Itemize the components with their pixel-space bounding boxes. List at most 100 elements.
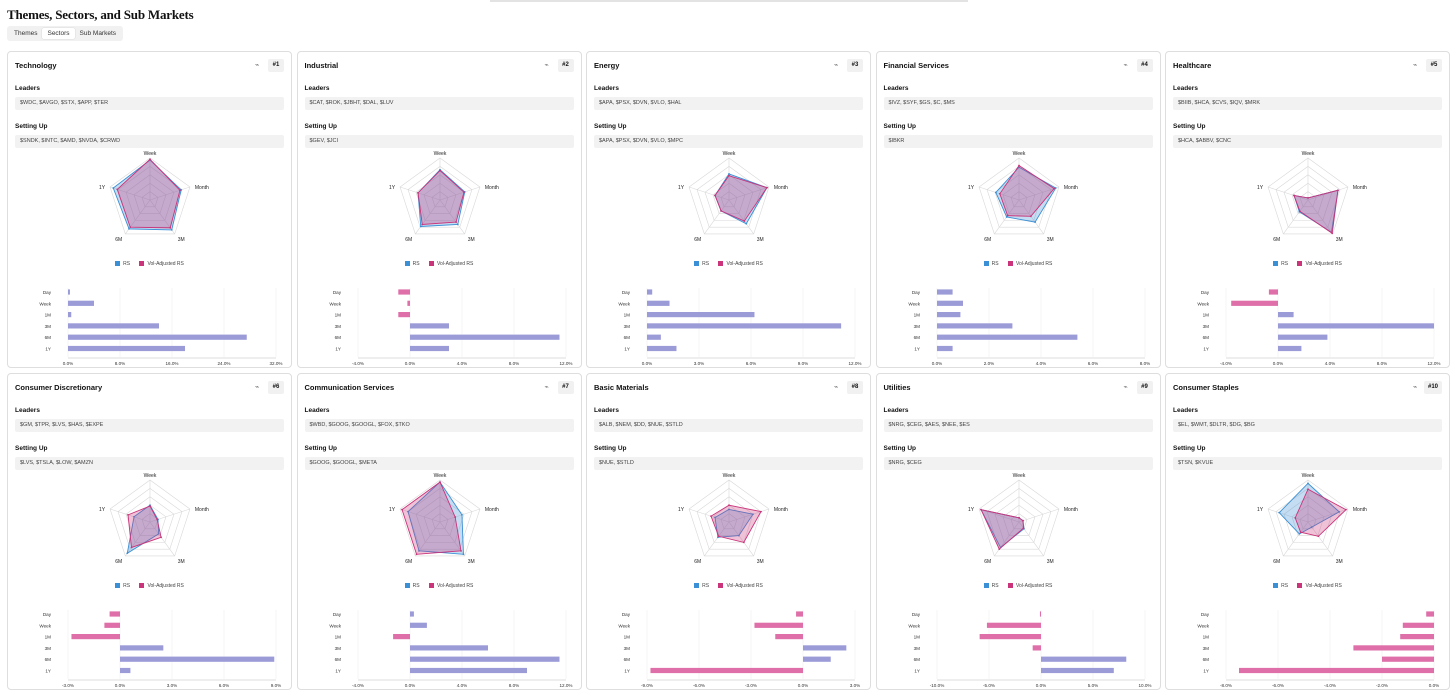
radar-axis-label: 1Y	[1257, 185, 1264, 191]
vol-swatch[interactable]	[718, 583, 724, 588]
rs-swatch[interactable]	[115, 261, 121, 266]
radar-point-vol	[160, 536, 163, 539]
vol-swatch[interactable]	[428, 583, 434, 588]
vol-swatch[interactable]	[1007, 583, 1013, 588]
radar-series-vol	[401, 481, 462, 555]
bar-tick-label: -10.0%	[929, 683, 944, 688]
radar-point-vol	[1345, 508, 1347, 511]
radar-point-vol	[760, 510, 762, 513]
bar-tick-label: 0.0%	[115, 683, 125, 688]
vol-swatch[interactable]	[1007, 261, 1013, 266]
radar-point-rs	[994, 191, 997, 194]
vol-swatch[interactable]	[1297, 261, 1303, 266]
radar-grid-ring	[109, 479, 191, 557]
radar-chart: Week Month 3M 6M 1Y	[678, 151, 788, 243]
vol-swatch[interactable]	[1297, 583, 1303, 588]
radar-grid-ring	[978, 479, 1059, 557]
leaders-tickers: $NRG, $CEG, $AES, $NEE, $ES	[883, 419, 1153, 432]
vol-swatch[interactable]	[139, 261, 145, 266]
chart-toggle-icon[interactable]: ⌁	[1123, 384, 1128, 391]
chart-toggle-icon[interactable]: ⌁	[833, 384, 839, 391]
radar-grid-ring	[688, 157, 770, 235]
bar-1y	[68, 345, 185, 352]
chart-legend: RS Vol-Adjusted RS	[877, 261, 1160, 267]
bar-3m	[1353, 645, 1434, 651]
tab-themes[interactable]: Themes	[14, 30, 38, 37]
rank-badge: #10	[1423, 381, 1442, 394]
radar-series-vol	[998, 164, 1055, 217]
bar-6m	[803, 656, 831, 662]
radar-point-vol	[979, 508, 982, 511]
chart-toggle-icon[interactable]: ⌁	[544, 62, 549, 69]
radar-grid-spoke	[1307, 199, 1333, 235]
chart-toggle-icon[interactable]: ⌁	[833, 62, 839, 69]
radar-grid-ring	[1291, 504, 1325, 536]
rs-swatch[interactable]	[694, 261, 700, 266]
bar-3m	[409, 323, 449, 329]
radar-point-rs	[1005, 216, 1008, 218]
bar-category-label: 1M	[913, 313, 920, 318]
rank-badge: #8	[847, 381, 863, 394]
rs-swatch[interactable]	[983, 583, 989, 588]
radar-axis-label: 6M	[405, 559, 412, 565]
bar-1y	[647, 345, 677, 352]
radar-grid-ring	[986, 488, 1051, 550]
rs-swatch[interactable]	[1273, 583, 1279, 588]
rs-swatch[interactable]	[694, 583, 700, 588]
bar-category-label: 6M	[45, 657, 52, 662]
tab-sub-markets[interactable]: Sub Markets	[79, 30, 117, 37]
chart-toggle-icon[interactable]: ⌁	[254, 384, 260, 391]
radar-series-vol	[710, 504, 762, 543]
radar-point-rs	[417, 549, 420, 552]
bar-category-label: 1M	[45, 635, 52, 640]
bar-day	[1426, 611, 1434, 617]
bar-tick-label: -2.0%	[1376, 683, 1388, 688]
radar-axis-label: Month	[1353, 185, 1367, 191]
rs-swatch[interactable]	[404, 583, 410, 588]
chart-toggle-icon[interactable]: ⌁	[254, 62, 260, 69]
radar-grid-ring	[704, 174, 754, 221]
setting-up-label: Setting Up	[594, 445, 627, 452]
tab-sectors[interactable]: Sectors	[42, 28, 75, 39]
chart-legend: RS Vol-Adjusted RS	[1166, 261, 1449, 267]
bar-1y	[120, 667, 131, 674]
radar-grid-spoke	[439, 508, 480, 523]
bar-6m	[647, 334, 661, 340]
radar-point-vol	[149, 158, 151, 161]
radar-grid-spoke	[1267, 186, 1309, 201]
radar-point-rs	[126, 552, 129, 555]
vol-swatch[interactable]	[428, 261, 434, 266]
bar-category-label: 3M	[1203, 324, 1210, 329]
radar-point-vol	[717, 535, 720, 538]
bar-week	[986, 622, 1041, 628]
radar-point-rs	[170, 229, 173, 231]
setting-up-tickers: $IBKR	[883, 135, 1153, 148]
chart-toggle-icon[interactable]: ⌁	[544, 384, 549, 391]
rs-swatch[interactable]	[1273, 261, 1279, 266]
bar-1y	[409, 345, 449, 352]
radar-series-vol	[714, 175, 768, 222]
bar-category-label: Day	[332, 612, 341, 617]
bar-category-label: 1M	[334, 313, 341, 318]
bar-week	[104, 622, 120, 628]
rs-swatch[interactable]	[983, 261, 989, 266]
chart-legend: RS Vol-Adjusted RS	[298, 583, 581, 589]
bar-tick-label: 0.0%	[404, 683, 414, 688]
rs-swatch[interactable]	[115, 583, 121, 588]
sector-title: Consumer Discretionary	[15, 383, 103, 392]
legend-rs-label: RS	[123, 583, 131, 589]
bar-week	[406, 300, 410, 306]
radar-grid-spoke	[149, 186, 191, 201]
vol-swatch[interactable]	[718, 261, 724, 266]
vol-swatch[interactable]	[139, 583, 145, 588]
rs-swatch[interactable]	[404, 261, 410, 266]
setting-up-label: Setting Up	[883, 445, 917, 452]
chart-toggle-icon[interactable]: ⌁	[1123, 62, 1128, 69]
bar-3m	[409, 645, 488, 651]
bar-tick-label: -8.0%	[1220, 683, 1232, 688]
radar-point-vol	[998, 192, 1001, 195]
leaders-label: Leaders	[1173, 407, 1198, 414]
radar-grid-spoke	[1018, 186, 1059, 201]
chart-toggle-icon[interactable]: ⌁	[1412, 384, 1418, 391]
chart-toggle-icon[interactable]: ⌁	[1412, 62, 1418, 69]
